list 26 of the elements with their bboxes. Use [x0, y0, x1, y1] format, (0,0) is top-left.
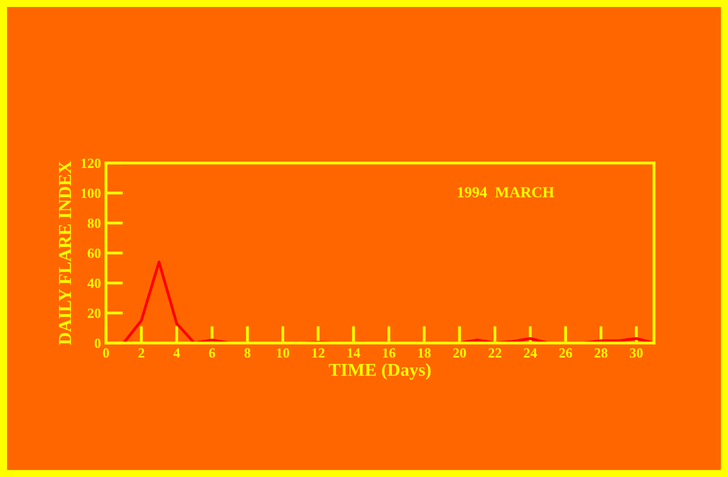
- y-tick-label: 60: [88, 248, 101, 258]
- y-tick-label: 0: [94, 338, 101, 348]
- x-tick-label: 28: [594, 348, 608, 358]
- y-tick-label: 100: [81, 188, 101, 198]
- x-axis-title: TIME (Days): [328, 363, 431, 380]
- x-tick-label: 14: [348, 348, 360, 358]
- x-tick-label: 4: [173, 348, 180, 358]
- x-tick-label: 30: [630, 348, 643, 358]
- x-tick-label: 18: [418, 348, 431, 358]
- y-tick-label: 20: [88, 308, 101, 318]
- x-tick-label: 0: [103, 348, 109, 358]
- x-tick-label: 16: [383, 348, 396, 358]
- x-tick-label: 2: [138, 348, 144, 358]
- annotation: 1994 MARCH: [458, 187, 554, 198]
- x-tick-label: 26: [559, 348, 572, 358]
- x-tick-label: 22: [488, 348, 502, 358]
- x-tick-label: 10: [276, 348, 290, 358]
- y-tick-label: 80: [88, 218, 101, 228]
- x-tick-label: 24: [524, 348, 537, 358]
- y-axis-title: DAILY FLARE INDEX: [58, 161, 71, 345]
- y-tick-label: 40: [87, 278, 101, 288]
- x-tick-label: 20: [453, 348, 466, 358]
- x-tick-label: 8: [244, 348, 250, 358]
- y-tick-label: 120: [81, 158, 101, 168]
- x-tick-label: 12: [312, 348, 324, 358]
- x-tick-label: 6: [209, 348, 216, 358]
